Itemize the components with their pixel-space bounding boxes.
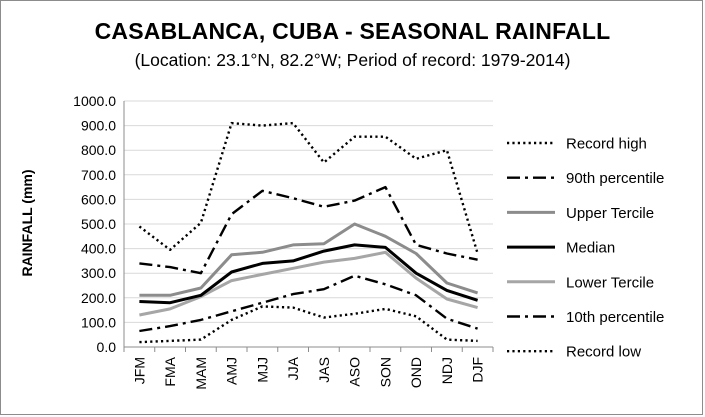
- legend-label: Upper Tercile: [566, 205, 654, 222]
- x-tick-label: ASO: [347, 357, 363, 387]
- legend-label: Record low: [566, 344, 641, 361]
- x-tick-label: AMJ: [224, 357, 240, 385]
- y-tick-label: 500.0: [81, 216, 116, 232]
- chart-title: CASABLANCA, CUBA - SEASONAL RAINFALL: [94, 18, 611, 44]
- series-line-lower-tercile: [139, 250, 479, 317]
- y-tick-label: 800.0: [81, 142, 116, 158]
- y-tick-label: 300.0: [81, 265, 116, 281]
- series-line-record-high: [138, 121, 479, 254]
- x-tick-label: DJF: [470, 357, 486, 383]
- y-tick-label: 1000.0: [73, 93, 116, 109]
- series-line-record-low: [139, 305, 478, 344]
- x-tick-label: MJJ: [254, 357, 270, 383]
- series-line-median: [139, 243, 479, 305]
- y-tick-label: 0.0: [97, 339, 117, 355]
- axes: 0.0 100.0 200.0 300.0 400.0 500.0 600.0 700.0 80…: [73, 93, 494, 390]
- y-tick-label: 700.0: [81, 167, 116, 183]
- x-tick-label: OND: [408, 357, 424, 388]
- y-tick-label: 600.0: [81, 191, 116, 207]
- y-tick-label: 100.0: [81, 314, 116, 330]
- x-tick-label: JAS: [316, 357, 332, 383]
- series-line-90th-percentile: [139, 185, 478, 275]
- x-tick-label: JJA: [285, 356, 301, 380]
- x-tick-label: JFM: [131, 357, 147, 384]
- series-line-10th-percentile: [139, 274, 478, 333]
- legend-label: Lower Tercile: [566, 274, 654, 291]
- y-tick-label: 900.0: [81, 118, 116, 134]
- legend-label: Record high: [566, 136, 647, 153]
- x-tick-label: FMA: [162, 356, 178, 386]
- legend-label: 90th percentile: [566, 170, 664, 187]
- series-line-upper-tercile: [139, 222, 479, 297]
- y-tick-label: 200.0: [81, 290, 116, 306]
- legend: Record high 90th percentile Upper Tercile M…: [507, 136, 664, 361]
- legend-label: 10th percentile: [566, 309, 664, 326]
- chart-subtitle: (Location: 23.1°N, 82.2°W; Period of rec…: [134, 50, 571, 70]
- legend-label: Median: [566, 240, 615, 257]
- x-tick-label: SON: [377, 357, 393, 387]
- x-tick-label: MAM: [193, 357, 209, 390]
- y-tick-label: 400.0: [81, 241, 116, 257]
- gridlines: [124, 100, 493, 323]
- x-tick-label: NDJ: [439, 357, 455, 384]
- series-lines: [138, 121, 479, 344]
